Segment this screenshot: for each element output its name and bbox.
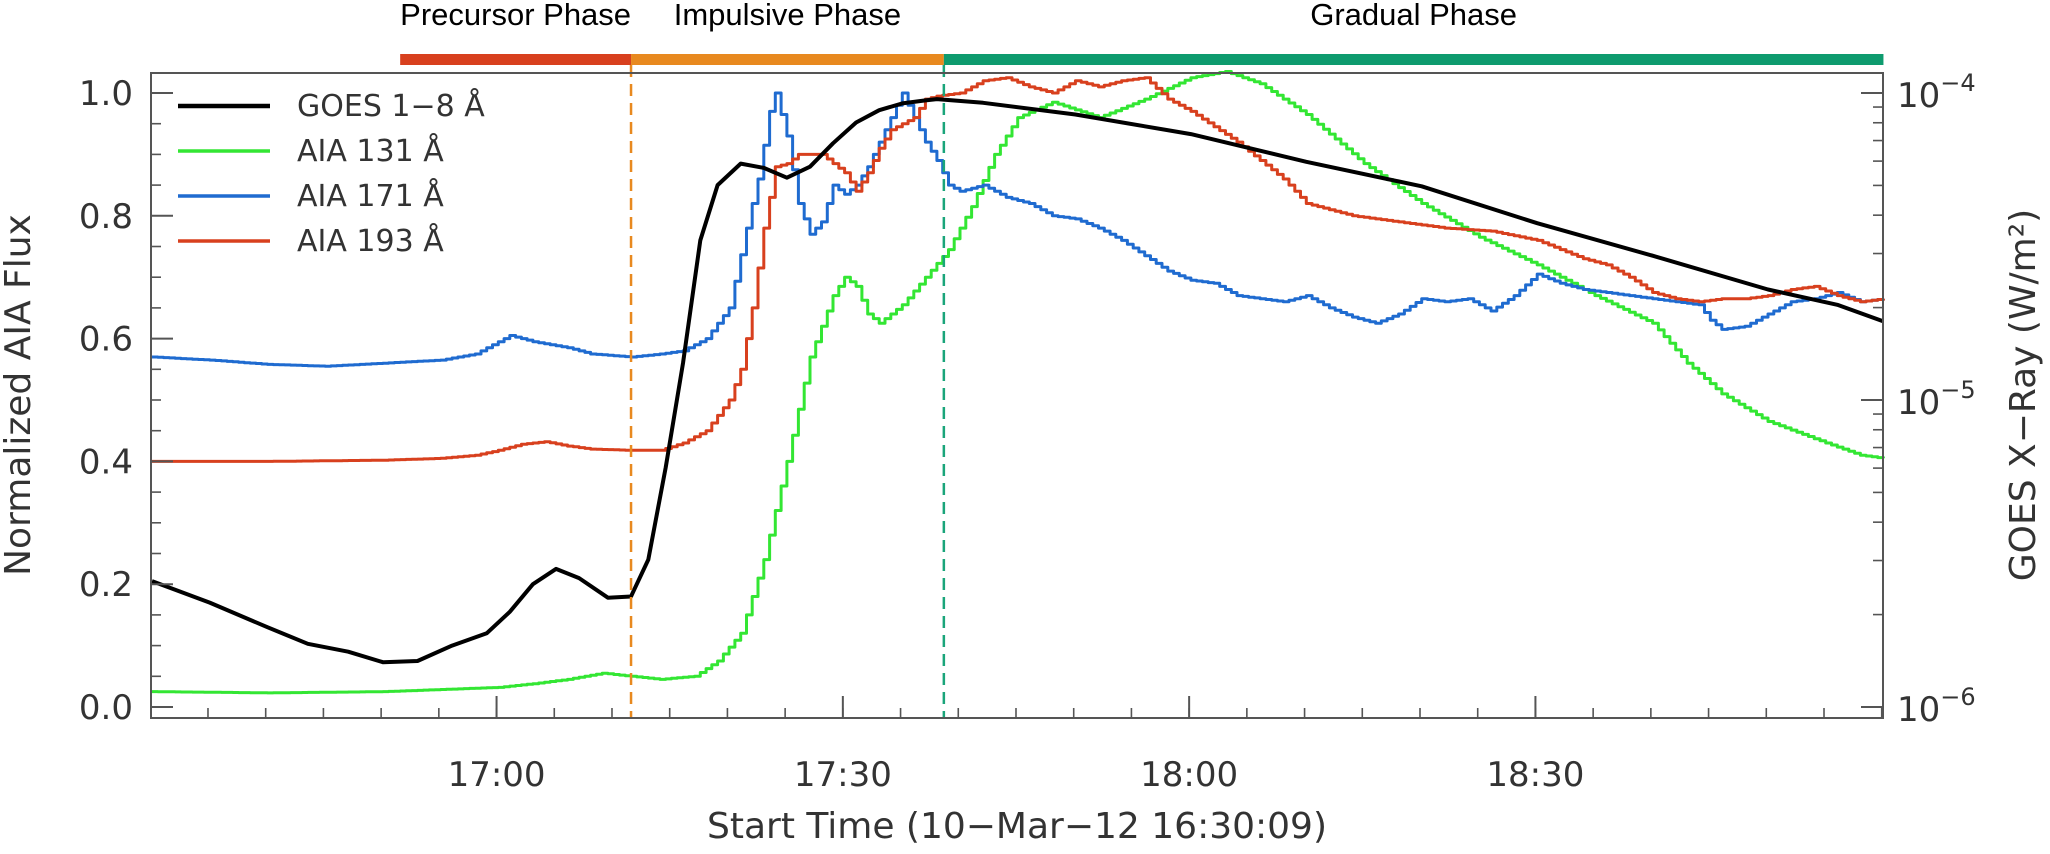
y2-tick-label-1: 10−5 xyxy=(1897,376,1976,423)
legend-label-3: AIA 193 Å xyxy=(297,223,444,259)
legend-label-1: AIA 131 Å xyxy=(297,133,444,169)
phase-bar-1 xyxy=(631,54,944,65)
phase-boundaries xyxy=(629,65,946,718)
y-tick-label-1: 0.2 xyxy=(79,565,133,605)
y-tick-label-4: 0.8 xyxy=(79,197,133,237)
x-tick-label-0: 17:00 xyxy=(448,755,546,795)
phase-label-1: Impulsive Phase xyxy=(674,0,901,32)
y-tick-label-0: 0.0 xyxy=(79,688,133,728)
series-line-2 xyxy=(152,91,1885,368)
x-tick-label-1: 17:30 xyxy=(794,755,892,795)
series-line-3 xyxy=(152,76,1885,463)
y2-tick-label-0: 10−6 xyxy=(1897,683,1976,730)
legend-label-2: AIA 171 Å xyxy=(297,178,444,214)
x-tick-label-2: 18:00 xyxy=(1140,755,1238,795)
legend-label-0: GOES 1−8 Å xyxy=(297,88,485,124)
series-layer xyxy=(151,70,1885,695)
phase-label-0: Precursor Phase xyxy=(400,0,631,32)
y2-tick-label-2: 10−4 xyxy=(1897,69,1976,116)
y-tick-label-2: 0.4 xyxy=(79,442,133,482)
phase-bars: Precursor Phase Impulsive Phase Gradual Ph… xyxy=(400,0,1884,65)
phase-label-2: Gradual Phase xyxy=(1310,0,1517,32)
series-line-0 xyxy=(151,97,1885,665)
legend: GOES 1−8 Å AIA 131 Å AIA 171 Å AIA 193 Å xyxy=(178,88,485,259)
phase-bar-0 xyxy=(400,54,632,65)
phase-bar-2 xyxy=(943,54,1884,65)
y2-axis-title: GOES X−Ray (W/m²) xyxy=(2003,209,2044,581)
plot-frame xyxy=(150,72,1884,719)
x-tick-label-3: 18:30 xyxy=(1486,755,1584,795)
y-tick-label-3: 0.6 xyxy=(79,320,133,360)
x-axis-title: Start Time (10−Mar−12 16:30:09) xyxy=(707,806,1327,847)
axes: 17:00 17:30 18:00 18:30 0.0 0.2 0.4 0.6 0.8 1.0 10… xyxy=(79,69,1976,795)
y-tick-label-5: 1.0 xyxy=(79,74,133,114)
y-axis-title: Normalized AIA Flux xyxy=(0,214,39,576)
